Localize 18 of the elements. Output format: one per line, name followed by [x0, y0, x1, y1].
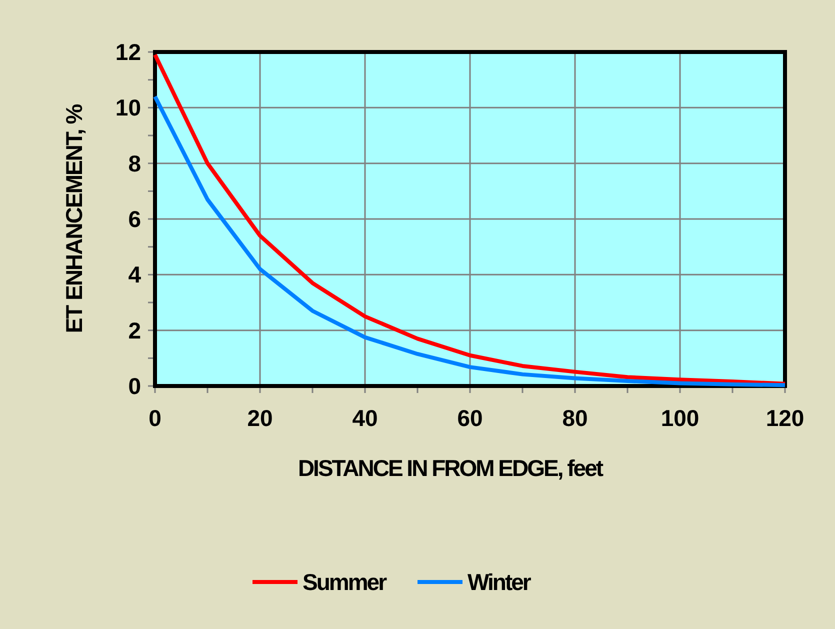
y-tick-label: 0 [128, 373, 141, 400]
y-tick-label: 4 [128, 262, 142, 288]
legend-label: Winter [468, 569, 532, 596]
y-tick-label: 2 [128, 317, 141, 344]
y-tick-label: 6 [128, 206, 141, 232]
x-tick-label: 120 [766, 405, 804, 431]
y-axis-title: ET ENHANCEMENT, % [61, 104, 87, 334]
x-tick-label: 0 [148, 405, 162, 431]
x-axis-title: DISTANCE IN FROM EDGE, feet [298, 455, 604, 481]
y-tick-label: 8 [128, 150, 142, 176]
legend-label: Summer [302, 569, 388, 596]
x-tick-label: 40 [352, 405, 378, 431]
y-tick-label: 10 [115, 94, 141, 121]
x-tick-label: 20 [247, 405, 273, 431]
x-tick-label: 100 [660, 405, 700, 431]
y-tick-label: 12 [115, 39, 141, 66]
x-tick-label: 60 [457, 405, 483, 431]
x-tick-label: 80 [562, 405, 588, 431]
